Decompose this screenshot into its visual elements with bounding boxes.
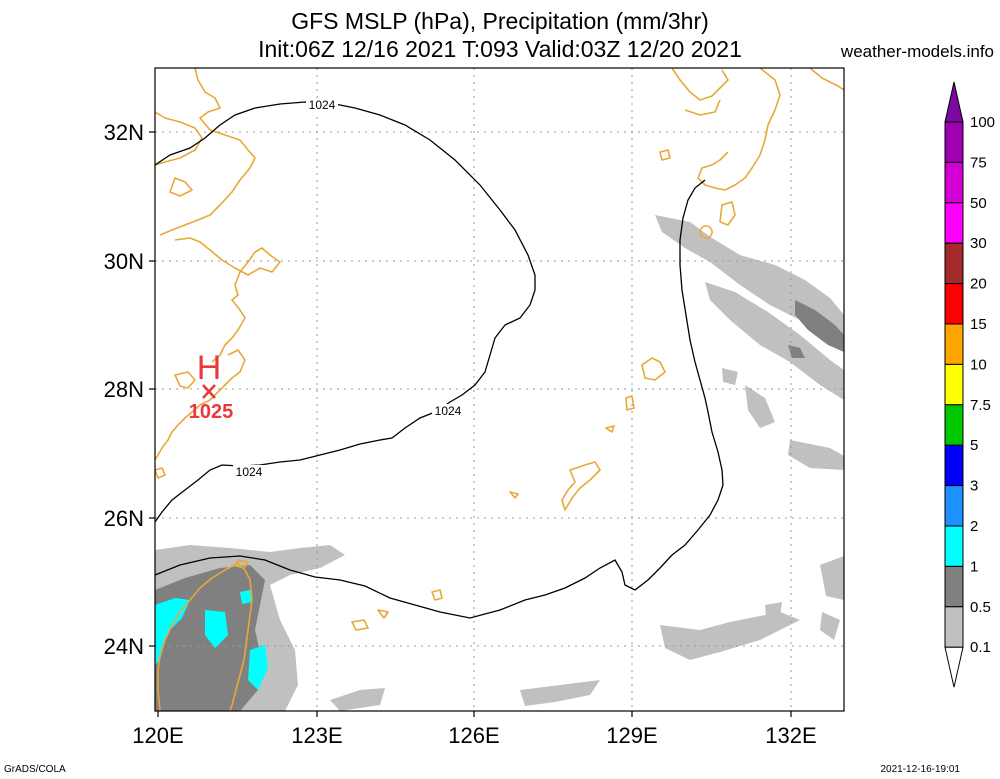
lat-label: 32N [104,120,144,145]
colorbar-label: 10 [970,356,987,373]
chart-subtitle: Init:06Z 12/16 2021 T:093 Valid:03Z 12/2… [258,36,742,62]
precip-cyan [155,590,268,690]
colorbar-label: 0.1 [970,639,991,656]
lon-label: 126E [448,723,499,748]
colorbar-swatch [944,283,964,325]
colorbar-top-arrow [944,81,964,123]
high-center-icon [202,384,216,399]
lat-label: 30N [104,249,144,274]
lat-label: 28N [104,377,144,402]
colorbar-swatch [944,404,964,446]
axis-ticks [149,131,792,717]
colorbar-swatch [944,606,964,648]
coastlines [155,68,844,711]
colorbar-swatch [944,161,964,204]
colorbar-label: 0.5 [970,599,991,616]
site-label: weather-models.info [840,42,994,61]
colorbar-swatch [944,565,964,608]
colorbar-label: 15 [970,316,987,333]
colorbar-swatch [944,121,964,163]
high-letter: H [197,349,222,387]
colorbar-swatch [944,525,964,567]
colorbar-swatch [944,444,964,487]
map-layer [155,68,844,711]
isobar-label-mid: 1024 [435,404,462,418]
chart-title: GFS MSLP (hPa), Precipitation (mm/3hr) [291,8,709,34]
colorbar-label: 2 [970,518,978,535]
colorbar-label: 20 [970,276,987,293]
precip-light [155,215,844,711]
colorbar-label: 30 [970,235,987,252]
colorbar: 100 75 50 30 20 15 10 7.5 5 3 2 1 0.5 0.1 [944,81,995,688]
isobar-label-low: 1024 [236,465,263,479]
colorbar-bottom-arrow [944,646,964,688]
colorbar-label: 100 [970,114,995,131]
colorbar-swatch [944,363,964,406]
footer-timestamp: 2021-12-16-19:01 [880,764,960,775]
colorbar-label: 1 [970,558,978,575]
footer-credit: GrADS/COLA [4,764,66,775]
grid [155,68,844,711]
colorbar-swatch [944,242,964,285]
high-value: 1025 [189,401,234,423]
colorbar-label: 5 [970,437,978,454]
colorbar-swatch [944,202,964,244]
colorbar-label: 7.5 [970,397,991,414]
colorbar-swatch [944,323,964,365]
colorbar-label: 3 [970,478,978,495]
lat-label: 24N [104,634,144,659]
colorbar-label: 75 [970,154,987,171]
isobar-label-top: 1024 [309,98,336,112]
lon-label: 120E [132,723,183,748]
lon-label: 123E [291,723,342,748]
colorbar-swatch [944,485,964,527]
lon-label: 129E [606,723,657,748]
lat-label: 26N [104,506,144,531]
lon-label: 132E [765,723,816,748]
colorbar-label: 50 [970,195,987,212]
